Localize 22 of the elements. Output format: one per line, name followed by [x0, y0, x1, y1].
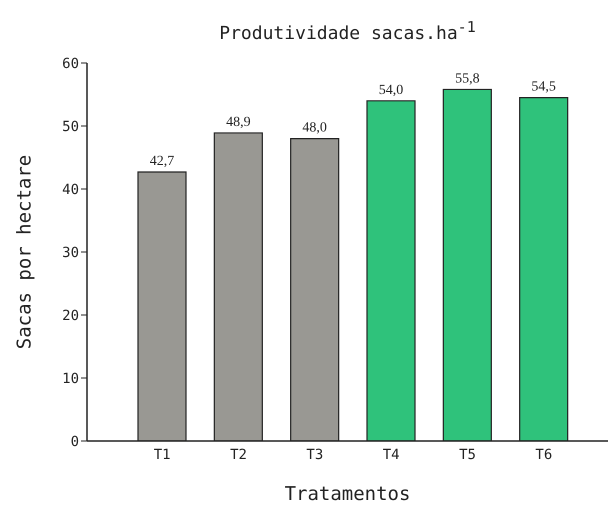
y-tick-label: 60: [62, 56, 79, 72]
y-tick-label: 0: [70, 434, 79, 450]
data-label: 48,9: [226, 114, 251, 130]
y-tick-label: 30: [62, 244, 79, 261]
x-tick-label: T6: [535, 446, 552, 463]
x-tick-label: T3: [306, 446, 324, 463]
data-label: 54,0: [378, 82, 404, 98]
data-label: 42,7: [150, 154, 174, 169]
y-tick-label: 20: [62, 308, 79, 324]
data-label: 54,5: [531, 80, 556, 95]
x-tick-label: T4: [382, 446, 400, 463]
y-tick-label: 40: [62, 182, 79, 198]
data-label: 48,0: [302, 120, 327, 136]
y-axis-title: Sacas por hectare: [14, 154, 36, 350]
x-tick-label: T2: [230, 446, 247, 463]
x-tick-label: T1: [154, 446, 171, 463]
x-tick-label: T5: [459, 446, 476, 463]
y-tick-label: 10: [62, 370, 79, 387]
chart-title: Produtividade sacas.ha$^{-1}$: [218, 18, 477, 44]
y-tick-label: 50: [62, 118, 79, 135]
data-label: 55,8: [455, 71, 480, 86]
x-axis-title: Tratamentos: [284, 483, 410, 505]
